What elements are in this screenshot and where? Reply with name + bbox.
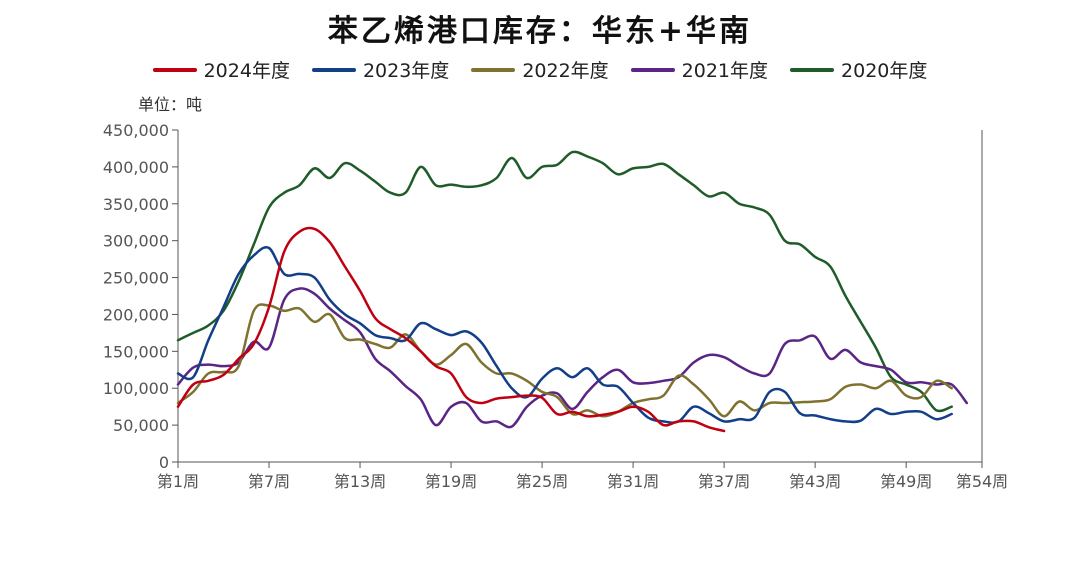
x-tick-label: 第13周 [334,472,386,491]
legend-swatch [790,67,835,72]
x-tick-label: 第54周 [956,472,1008,491]
legend-swatch [311,67,356,72]
chart-title: 苯乙烯港口库存：华东+华南 [327,14,753,49]
y-tick-label: 200,000 [103,305,169,324]
x-tick-label: 第31周 [607,472,659,491]
legend-label: 2023年度 [362,60,450,82]
x-tick-label: 第19周 [425,472,477,491]
legend-item: 2020年度 [790,56,927,83]
x-tick-label: 第25周 [516,472,568,491]
legend-item: 2022年度 [471,56,609,83]
legend-label: 2024年度 [203,60,290,82]
series-line-2020年度 [176,150,953,413]
series-line-2022年度 [176,303,953,418]
series-line-2023年度 [176,246,953,424]
legend-label: 2021年度 [681,60,769,82]
y-tick-label: 100,000 [103,379,169,398]
unit-label: 单位：吨 [138,95,203,114]
legend-swatch [630,67,675,72]
x-tick-label: 第1周 [157,472,199,491]
x-tick-label: 第7周 [248,472,290,491]
y-tick-label: 0 [159,453,169,472]
legend-item: 2023年度 [311,56,450,83]
x-tick-label: 第49周 [880,472,932,491]
legend-swatch [152,67,197,72]
y-tick-label: 450,000 [103,121,169,140]
legend-swatch [471,67,516,72]
series-line-2024年度 [176,226,726,433]
legend-item: 2021年度 [630,56,769,83]
y-tick-label: 300,000 [103,232,169,251]
series-line-2021年度 [176,287,969,429]
legend-label: 2020年度 [841,60,928,82]
y-tick-label: 350,000 [103,195,169,214]
y-tick-label: 150,000 [103,342,169,361]
y-tick-label: 400,000 [103,158,169,177]
legend-label: 2022年度 [522,60,609,82]
x-tick-label: 第37周 [698,472,750,491]
legend-item: 2024年度 [152,56,290,83]
legend: 2024年度 2023年度 2022年度 2021年度 2020年度 [0,56,1080,83]
y-tick-label: 50,000 [113,416,169,435]
y-tick-label: 250,000 [103,269,169,288]
x-tick-label: 第43周 [789,472,841,491]
